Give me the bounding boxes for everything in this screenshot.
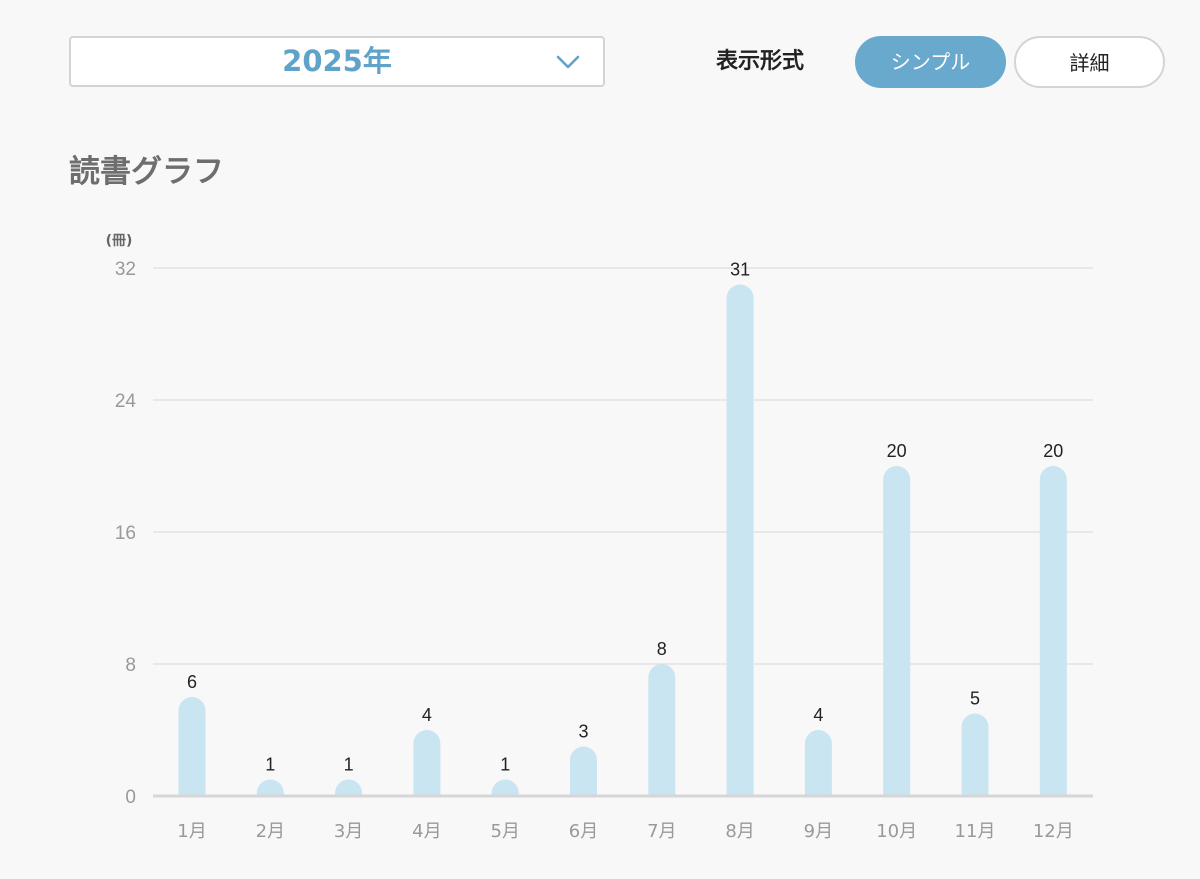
data-label: 1 [265,755,275,775]
bar-5 [491,779,519,796]
bar-3 [335,779,363,796]
x-axis-ticks: 1月 2月 3月 4月 5月 6月 7月 8月 9月 10月 11月 12月 [177,821,1073,842]
y-axis-unit-label: (冊) [106,233,133,249]
bar-7 [648,664,676,796]
bar-6 [570,746,597,796]
gridlines [153,267,1093,665]
x-tick-label: 4月 [412,821,441,842]
data-label: 31 [730,260,750,280]
bar-10 [883,466,911,796]
x-tick-label: 8月 [725,821,754,842]
x-tick-label: 2月 [256,821,285,842]
data-label: 8 [657,639,667,659]
data-label: 6 [187,672,197,692]
section-title: 読書グラフ [69,154,224,190]
simple-mode-button[interactable]: シンプル [855,36,1006,88]
bar-1 [178,697,206,796]
bar-2 [256,779,284,796]
data-label: 20 [887,441,907,461]
x-tick-label: 5月 [490,821,519,842]
chevron-down-icon [556,55,580,69]
x-tick-label: 9月 [804,821,833,842]
y-tick-label: 32 [115,259,136,280]
data-label: 4 [422,705,432,725]
display-mode-label: 表示形式 [716,49,805,74]
y-tick-label: 16 [115,523,136,544]
bar-4 [413,730,441,796]
year-select-value: 2025年 [282,44,392,78]
bar-11 [961,713,989,796]
data-labels: 6 1 1 4 1 3 8 31 4 20 5 20 [187,260,1063,775]
x-tick-label: 7月 [647,821,676,842]
data-label: 1 [500,755,510,775]
x-tick-label: 3月 [334,821,363,842]
y-tick-label: 24 [115,391,137,412]
x-tick-label: 10月 [876,821,917,842]
data-label: 4 [813,705,823,725]
year-select[interactable]: 2025年 [69,36,605,87]
bar-9 [804,730,832,796]
y-tick-label: 0 [125,787,136,808]
data-label: 3 [578,722,588,742]
bar-8 [726,284,754,796]
x-tick-label: 6月 [569,821,598,842]
x-tick-label: 1月 [177,821,206,842]
data-label: 20 [1043,441,1063,461]
data-label: 1 [344,755,354,775]
y-axis-ticks: 0 8 16 24 32 [115,259,137,808]
bar-12 [1039,466,1067,796]
x-tick-label: 12月 [1033,821,1074,842]
bars [178,284,1067,796]
data-label: 5 [970,689,980,709]
x-tick-label: 11月 [955,821,996,842]
detail-mode-button[interactable]: 詳細 [1014,36,1165,88]
y-tick-label: 8 [125,655,136,676]
